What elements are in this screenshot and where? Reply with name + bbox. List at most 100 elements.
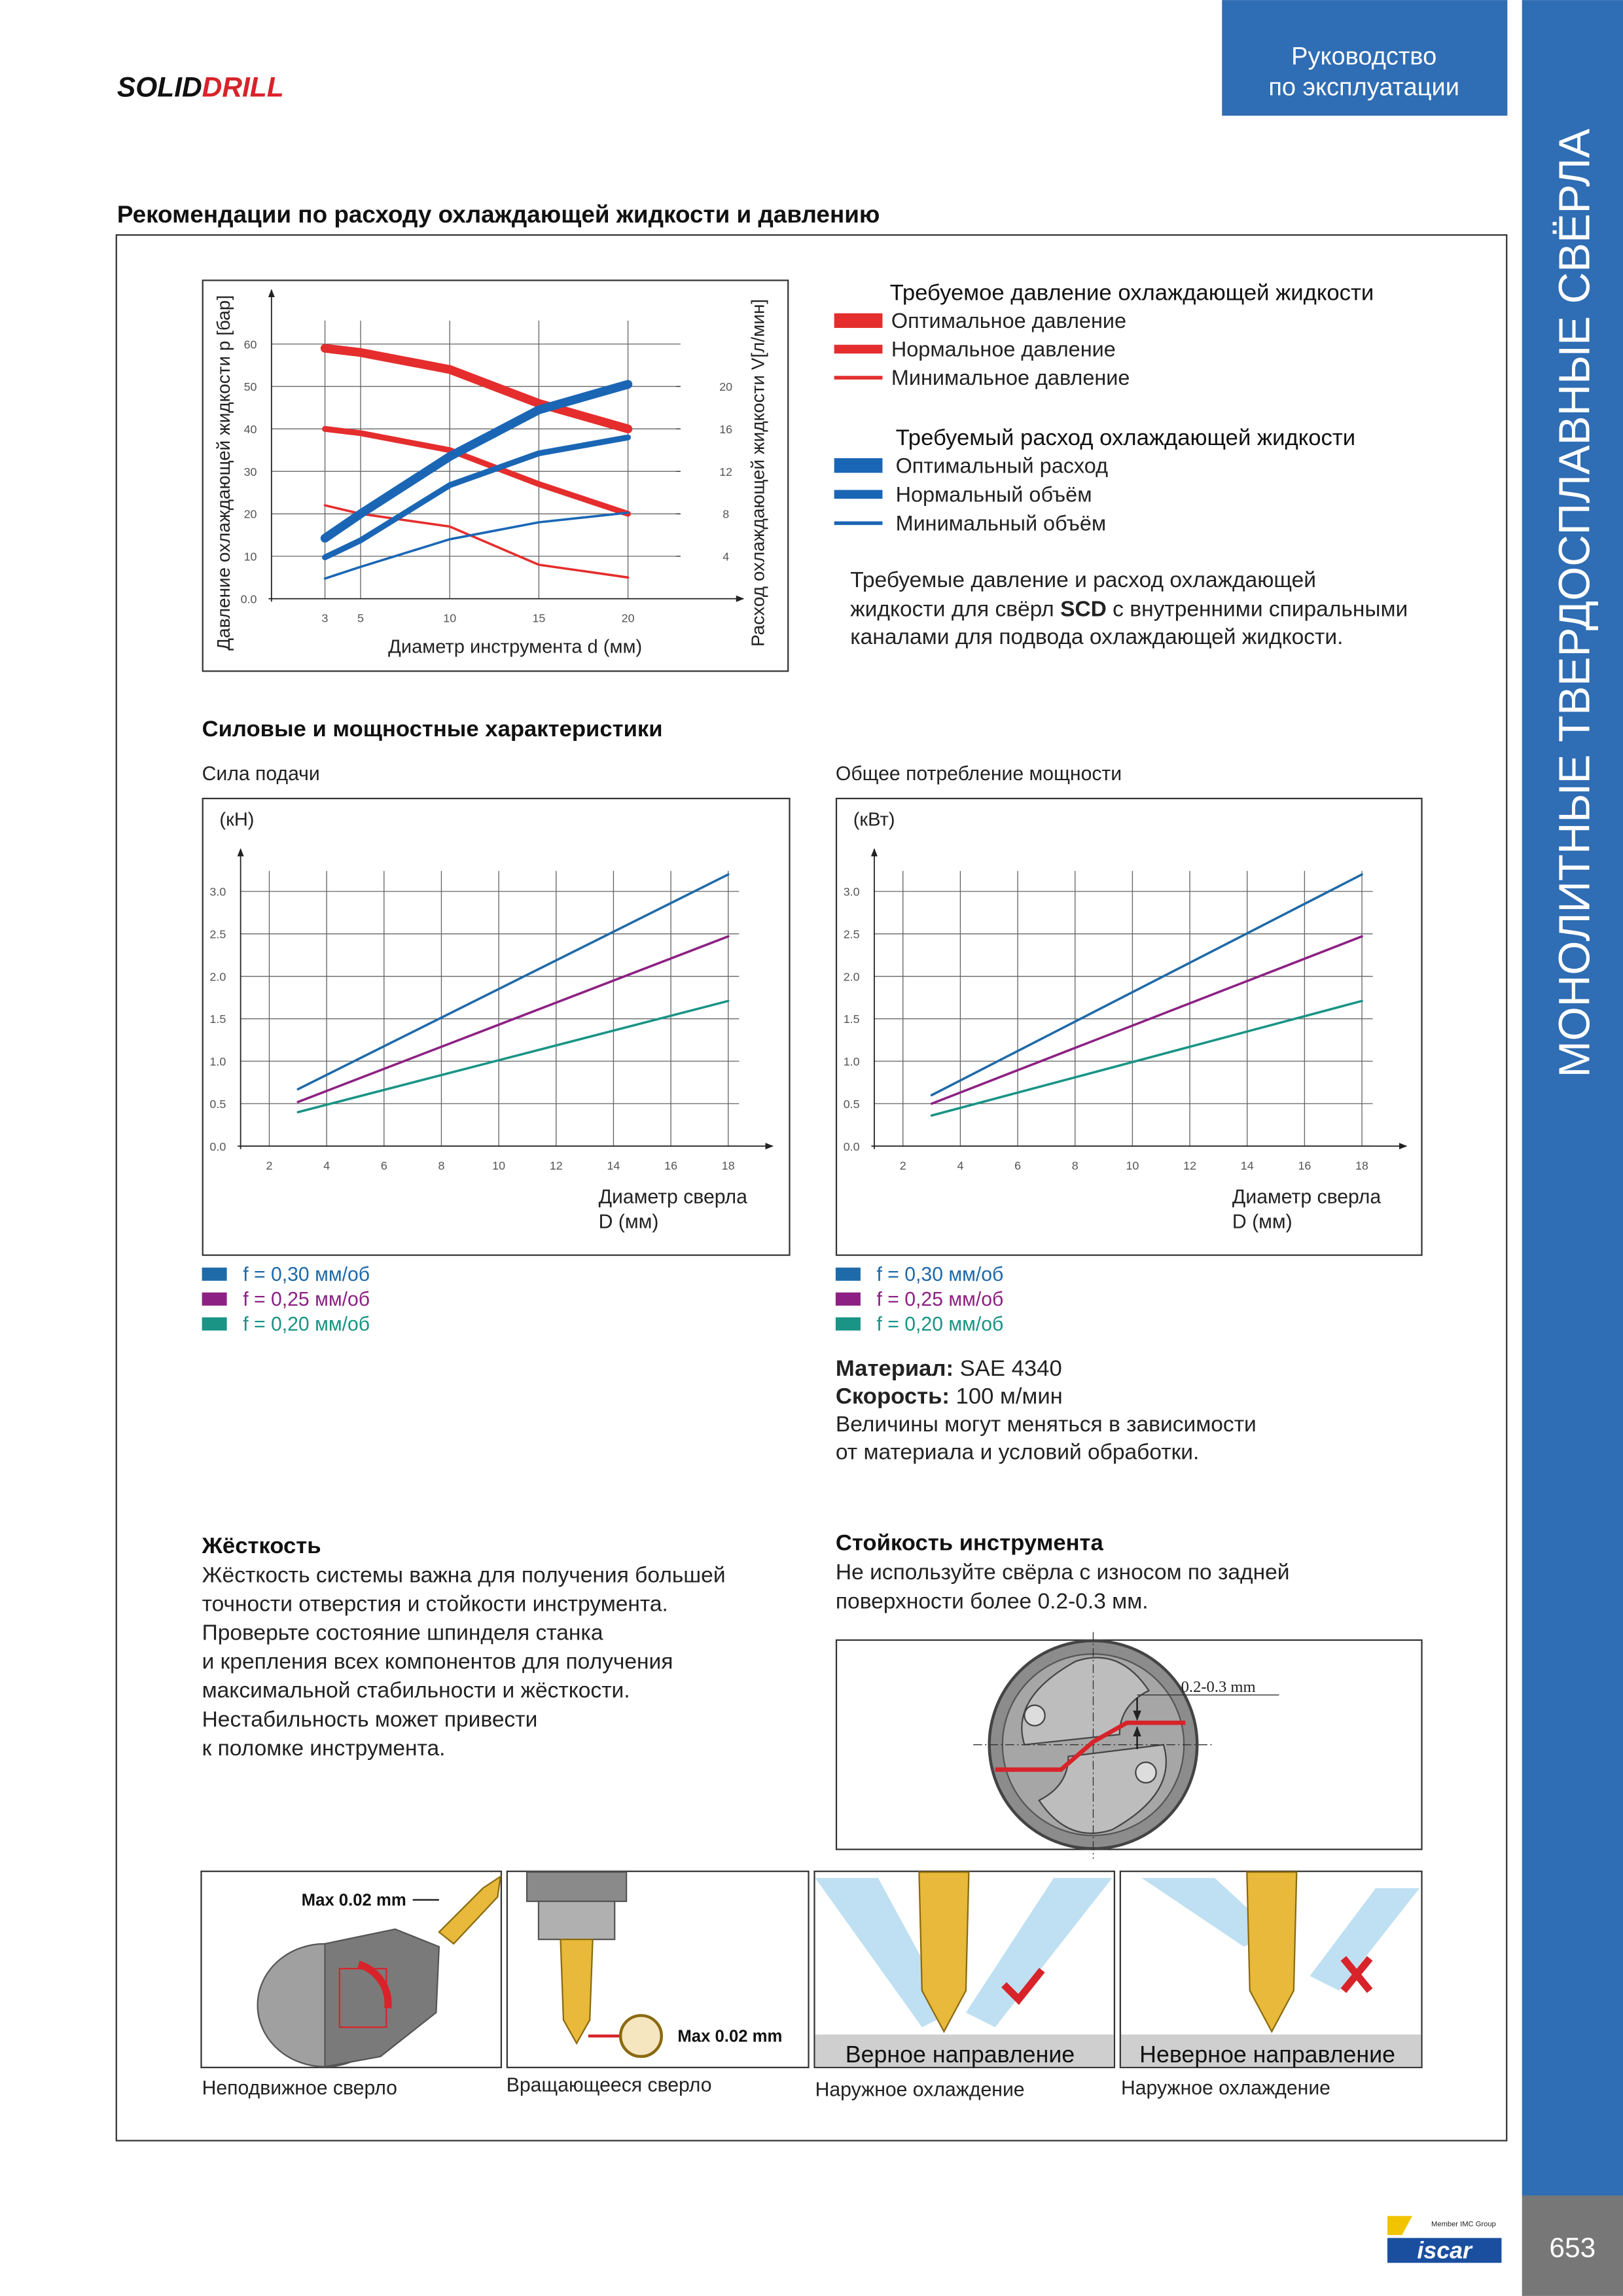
x-tick-label: 20 bbox=[622, 612, 635, 625]
x-tick-label: 16 bbox=[1298, 1159, 1311, 1172]
logo-part: SOLID bbox=[117, 73, 202, 103]
y-tick-label: 20 bbox=[244, 508, 257, 521]
tool-life-title: Стойкость инструмента bbox=[836, 1530, 1104, 1555]
series-line bbox=[322, 434, 632, 560]
chart-frame bbox=[835, 797, 1423, 1256]
label: Скорость: bbox=[836, 1384, 950, 1409]
page-box bbox=[1522, 2195, 1623, 2296]
wear-diagram: 0.2-0.3 mm bbox=[835, 1632, 1423, 1859]
brand-text: iscar bbox=[1417, 2238, 1473, 2264]
y-unit: (кН) bbox=[219, 809, 254, 830]
legend-label: Минимальный объём bbox=[896, 512, 1107, 535]
illustration: Неверное направление bbox=[1119, 1871, 1423, 2068]
note-part: SCD bbox=[1060, 598, 1107, 622]
y-tick-label: 10 bbox=[244, 550, 257, 564]
legend-label: f = 0,25 мм/об bbox=[877, 1289, 1004, 1310]
x-axis-label: Диаметр сверла bbox=[599, 1186, 747, 1208]
x-tick-label: 12 bbox=[1183, 1159, 1196, 1172]
legend-title: Требуемый расход охлаждающей жидкости bbox=[896, 425, 1356, 450]
series-line bbox=[323, 511, 630, 580]
y-tick-label: 1.0 bbox=[844, 1055, 860, 1068]
y-tick-label: 30 bbox=[244, 465, 257, 478]
rigidity-line: и крепления всех компонентов для получен… bbox=[202, 1650, 673, 1674]
illustration: Max 0.02 mm bbox=[200, 1871, 503, 2068]
legend-swatch bbox=[834, 521, 883, 526]
illustration-caption: Наружное охлаждение bbox=[815, 2079, 1025, 2100]
note-part: жидкости для свёрл bbox=[850, 598, 1060, 622]
legend-swatch bbox=[835, 1317, 861, 1331]
x-tick-label: 2 bbox=[266, 1159, 272, 1172]
x-tick-label: 10 bbox=[1126, 1159, 1139, 1172]
label: Материал: bbox=[836, 1356, 954, 1381]
legend-swatch bbox=[202, 1317, 227, 1331]
rigidity-title: Жёсткость bbox=[202, 1534, 321, 1558]
x-tick-label: 2 bbox=[900, 1159, 906, 1172]
note-part: с внутренними спиральными bbox=[1107, 598, 1408, 622]
illustration: Max 0.02 mm bbox=[506, 1871, 810, 2068]
chart-frame bbox=[202, 797, 791, 1256]
value: 100 м/мин bbox=[950, 1384, 1063, 1409]
x-tick-label: 14 bbox=[607, 1159, 620, 1172]
illustration: Верное направление bbox=[813, 1871, 1116, 2068]
x-tick-label: 6 bbox=[1014, 1159, 1021, 1172]
x-axis-label: D (мм) bbox=[1232, 1211, 1293, 1232]
legend-swatch bbox=[835, 1267, 861, 1281]
y-tick-label: 0.5 bbox=[209, 1098, 226, 1111]
brand-logo: Member IMC Group iscar bbox=[1387, 2215, 1502, 2264]
legend-label: Нормальный объём bbox=[896, 482, 1092, 506]
legend-label: Нормальное давление bbox=[891, 338, 1116, 361]
y2-axis-label: Расход охлаждающей жидкости V[л/мин] bbox=[747, 299, 768, 647]
series-line bbox=[930, 999, 1363, 1117]
illustration-caption: Наружное охлаждение bbox=[1121, 2077, 1330, 2099]
legend-swatch bbox=[834, 376, 883, 380]
series-line bbox=[296, 935, 730, 1103]
illustration-caption: Вращающееся сверло bbox=[507, 2075, 712, 2096]
y-tick-label: 60 bbox=[244, 338, 257, 351]
series-line bbox=[323, 504, 630, 579]
coolant-note: Требуемые давление и расход охлаждающей bbox=[850, 568, 1316, 592]
legend-swatch bbox=[834, 490, 883, 499]
legend-label: Оптимальный расход bbox=[896, 454, 1108, 477]
y2-tick-label: 12 bbox=[719, 465, 732, 478]
y-tick-label: 2.0 bbox=[844, 970, 860, 983]
chart-frame bbox=[202, 279, 789, 672]
series-line bbox=[322, 425, 632, 517]
logo-part: DRILL bbox=[202, 73, 284, 103]
y-tick-label: 0.5 bbox=[844, 1098, 860, 1111]
x-tick-label: 18 bbox=[722, 1159, 735, 1172]
legend-swatch bbox=[202, 1267, 227, 1281]
y2-tick-label: 4 bbox=[722, 550, 729, 564]
y-unit: (кВт) bbox=[853, 809, 895, 830]
y-tick-label: 0.0 bbox=[241, 592, 257, 605]
x-tick-label: 3 bbox=[322, 612, 329, 625]
illustration-label: Max 0.02 mm bbox=[302, 1892, 406, 1910]
legend-label: Оптимальное давление bbox=[891, 309, 1126, 332]
x-tick-label: 16 bbox=[664, 1159, 677, 1172]
tab-text: Руководство bbox=[1291, 43, 1436, 71]
note: от материала и условий обработки. bbox=[836, 1441, 1199, 1465]
y-tick-label: 1.0 bbox=[209, 1055, 226, 1068]
y-tick-label: 1.5 bbox=[209, 1013, 226, 1026]
y-tick-label: 0.0 bbox=[844, 1140, 860, 1153]
wear-label: 0.2-0.3 mm bbox=[1181, 1678, 1256, 1696]
side-title: МОНОЛИТНЫЕ ТВЕРДОСПЛАВНЫЕ СВЁРЛА bbox=[1550, 128, 1599, 1077]
section-title: Рекомендации по расходу охлаждающей жидк… bbox=[117, 201, 880, 228]
illustration-caption: Неподвижное сверло bbox=[202, 2077, 397, 2099]
speed: Скорость: 100 м/мин bbox=[836, 1384, 1063, 1409]
illustration-banner: Неверное направление bbox=[1139, 2041, 1395, 2068]
member-text: Member IMC Group bbox=[1431, 2220, 1496, 2228]
rigidity-line: максимальной стабильности и жёсткости. bbox=[202, 1679, 630, 1703]
x-tick-label: 12 bbox=[550, 1159, 563, 1172]
page-number: 653 bbox=[1549, 2233, 1596, 2263]
legend-label: f = 0,20 мм/об bbox=[243, 1314, 370, 1335]
tool-life-text: поверхности более 0.2-0.3 мм. bbox=[836, 1590, 1149, 1614]
legend-swatch bbox=[834, 458, 883, 473]
coolant-note: жидкости для свёрл SCD с внутренними спи… bbox=[850, 598, 1408, 622]
y-tick-label: 50 bbox=[244, 380, 257, 393]
series-line bbox=[296, 873, 730, 1090]
illustration-banner: Верное направление bbox=[846, 2041, 1075, 2068]
x-tick-label: 18 bbox=[1355, 1159, 1368, 1172]
x-axis-label: D (мм) bbox=[599, 1211, 659, 1232]
series-line bbox=[930, 935, 1363, 1105]
